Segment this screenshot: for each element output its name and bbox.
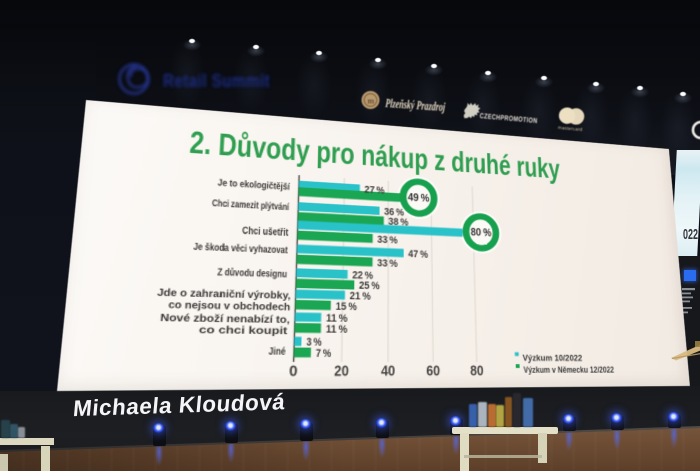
- svg-text:Chci ušetřit: Chci ušetřit: [242, 226, 289, 239]
- svg-text:20: 20: [334, 363, 349, 380]
- svg-text:60: 60: [426, 363, 440, 379]
- svg-text:25 %: 25 %: [359, 279, 380, 292]
- svg-text:21 %: 21 %: [350, 289, 371, 302]
- svg-text:47 %: 47 %: [408, 248, 428, 261]
- svg-text:Chci zamezit plýtvání: Chci zamezit plýtvání: [212, 198, 290, 213]
- svg-text:40: 40: [381, 363, 395, 380]
- svg-text:33 %: 33 %: [377, 256, 398, 269]
- svg-text:36 %: 36 %: [384, 205, 404, 218]
- svg-text:Výzkum v Německu 12/2022: Výzkum v Německu 12/2022: [523, 366, 614, 376]
- svg-text:Je škoda věci vyhazovat: Je škoda věci vyhazovat: [193, 242, 288, 257]
- svg-text:Jde o zahraniční výrobky,: Jde o zahraniční výrobky,: [157, 287, 291, 301]
- svg-text:49 %: 49 %: [408, 191, 430, 204]
- svg-text:80 %: 80 %: [471, 226, 492, 238]
- svg-text:27 %: 27 %: [364, 183, 384, 196]
- svg-text:mastercard: mastercard: [558, 125, 583, 132]
- svg-text:11 %: 11 %: [326, 322, 348, 335]
- svg-text:7 %: 7 %: [316, 346, 332, 359]
- svg-text:Michaela Kloudová: Michaela Kloudová: [72, 389, 286, 421]
- svg-text:Jiné: Jiné: [268, 346, 285, 357]
- svg-text:CZECHPROMOTION: CZECHPROMOTION: [479, 111, 538, 125]
- svg-text:3 %: 3 %: [306, 335, 322, 348]
- svg-text:33 %: 33 %: [377, 233, 398, 246]
- svg-text:Retail Summit: Retail Summit: [163, 71, 270, 91]
- svg-text:Plzeňský Prazdroj: Plzeňský Prazdroj: [385, 96, 446, 114]
- svg-text:22 %: 22 %: [352, 269, 373, 282]
- svg-text:Výzkum 10/2022: Výzkum 10/2022: [522, 354, 582, 364]
- svg-text:Je to ekologičtější: Je to ekologičtější: [217, 178, 290, 193]
- svg-text:m: m: [368, 97, 375, 106]
- svg-text:Nové zboží nenabízí to,: Nové zboží nenabízí to,: [160, 313, 290, 326]
- svg-text:co chci koupit: co chci koupit: [199, 325, 288, 337]
- svg-text:co nejsou v obchodech: co nejsou v obchodech: [168, 300, 290, 314]
- svg-text:15 %: 15 %: [336, 300, 358, 313]
- svg-text:Z důvodu designu: Z důvodu designu: [217, 267, 287, 280]
- svg-text:0: 0: [289, 363, 298, 380]
- svg-text:80: 80: [470, 363, 484, 379]
- svg-text:11 %: 11 %: [326, 311, 348, 324]
- svg-text:38 %: 38 %: [388, 215, 408, 228]
